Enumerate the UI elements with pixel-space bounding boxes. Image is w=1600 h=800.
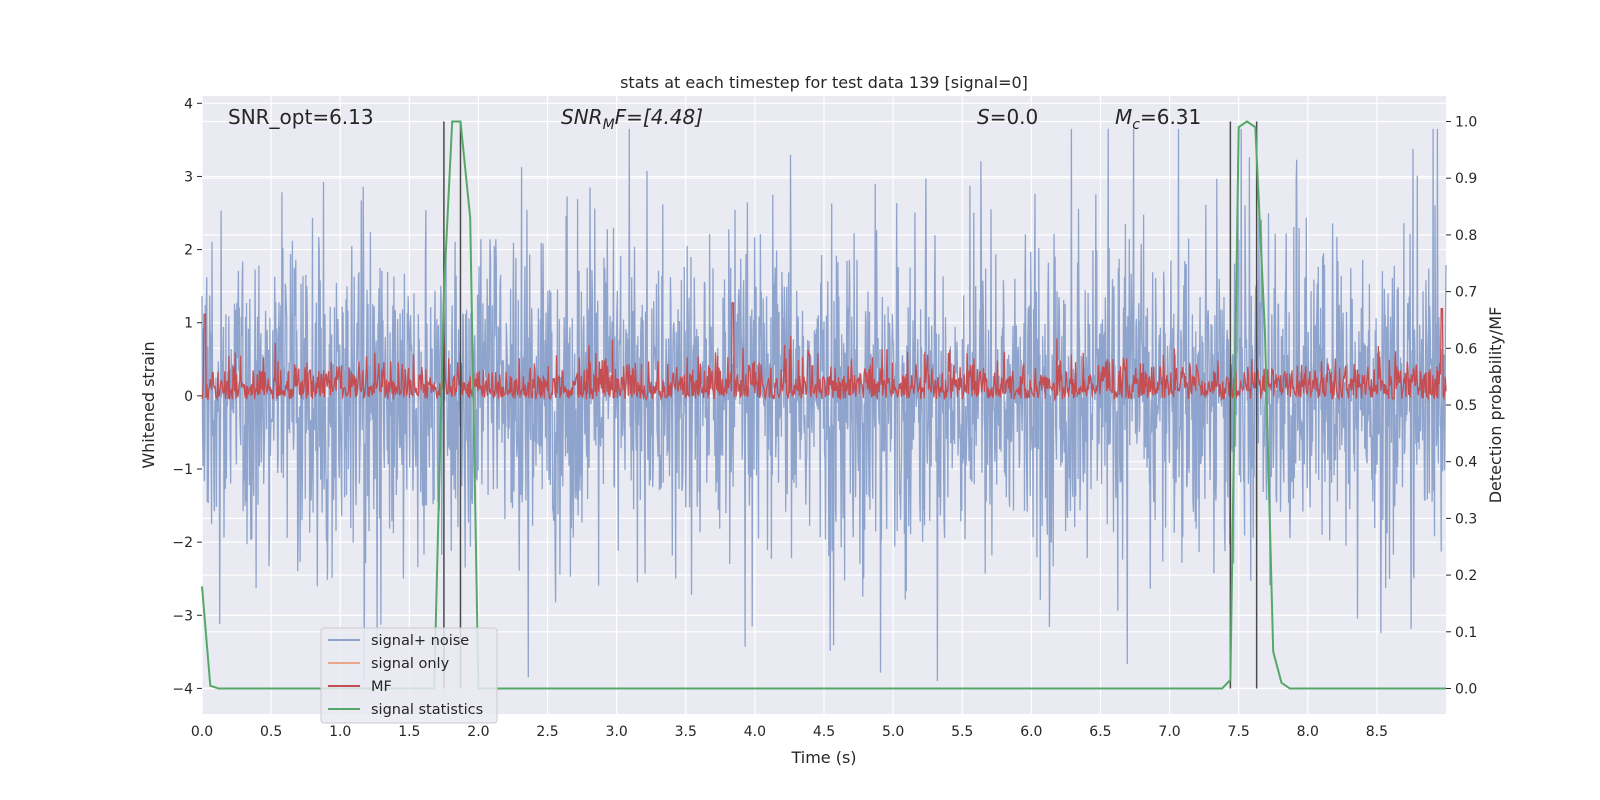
annotation-s: S=0.0 (977, 105, 1038, 129)
y-tick-label: 4 (184, 96, 193, 112)
mf-series (201, 302, 1447, 402)
signal-noise-series (201, 128, 1447, 682)
x-tick-label: 1.0 (329, 724, 351, 740)
legend-label-signal-only: signal only (371, 656, 450, 672)
x-tick-label: 1.5 (398, 724, 420, 740)
x-tick-label: 5.0 (882, 724, 904, 740)
y-tick-label: 2 (184, 243, 193, 259)
x-tick-label: 7.5 (1228, 724, 1250, 740)
x-tick-label: 4.0 (744, 724, 766, 740)
x-tick-label: 2.5 (536, 724, 558, 740)
chart-title: stats at each timestep for test data 139… (620, 73, 1028, 92)
signal-statistics-line (201, 120, 1446, 690)
signal-statistics-series (201, 120, 1446, 690)
legend-label-signal-noise: signal+ noise (371, 633, 469, 649)
y-tick-label: 3 (184, 169, 193, 185)
x-tick-label: 3.5 (675, 724, 697, 740)
x-tick-label: 5.5 (951, 724, 973, 740)
x-tick-label: 2.0 (467, 724, 489, 740)
x-tick-label: 7.0 (1158, 724, 1180, 740)
y2-axis-ticks: 1.0 0.9 0.8 0.7 0.6 0.5 0.4 0.3 0.2 0.1 0.0 (1446, 115, 1477, 697)
y-tick-label: −2 (172, 535, 193, 551)
y-axis-ticks: 4 3 2 1 0 −1 −2 −3 −4 (172, 96, 202, 697)
legend: signal+ noise signal only MF signal stat… (320, 627, 498, 724)
y-tick-label: 0 (184, 389, 193, 405)
y-tick-label: 1 (184, 316, 193, 332)
x-tick-label: 6.0 (1020, 724, 1042, 740)
x-tick-label: 8.0 (1297, 724, 1319, 740)
y-axis-label: Whitened strain (139, 341, 158, 468)
y2-tick-label: 0.0 (1455, 681, 1477, 697)
y-tick-label: −1 (172, 462, 193, 478)
legend-box (320, 627, 498, 724)
x-tick-label: 3.0 (606, 724, 628, 740)
y2-tick-label: 1.0 (1455, 115, 1477, 131)
y2-tick-label: 0.1 (1455, 625, 1477, 641)
y-tick-label: −3 (172, 608, 193, 624)
y2-tick-label: 0.5 (1455, 398, 1477, 414)
y2-tick-label: 0.9 (1455, 171, 1477, 187)
x-axis-ticks: 0.0 0.5 1.0 1.5 2.0 2.5 3.0 3.5 4.0 4.5 5.0 5.5 6.0 6… (191, 724, 1388, 740)
signal-noise-line (201, 128, 1447, 682)
y2-tick-label: 0.7 (1455, 285, 1477, 301)
x-tick-label: 0.5 (260, 724, 282, 740)
y2-tick-label: 0.6 (1455, 341, 1477, 357)
y2-axis-label: Detection probability/MF (1486, 307, 1505, 504)
annotation-snr-opt: SNR_opt=6.13 (228, 105, 374, 129)
x-axis-label: Time (s) (790, 748, 856, 767)
x-tick-label: 8.5 (1366, 724, 1388, 740)
x-tick-label: 4.5 (813, 724, 835, 740)
vertical-markers (443, 121, 1258, 689)
x-tick-label: 0.0 (191, 724, 213, 740)
legend-label-mf: MF (371, 679, 392, 695)
annotation-mc: Mc=6.31 (1115, 105, 1201, 133)
mf-line (201, 302, 1447, 402)
y2-tick-label: 0.8 (1455, 228, 1477, 244)
x-tick-label: 6.5 (1089, 724, 1111, 740)
y2-tick-label: 0.4 (1455, 455, 1477, 471)
annotation-snr-mf: SNRMF=[4.48] (561, 105, 703, 133)
y-tick-label: −4 (172, 681, 193, 697)
legend-label-signal-statistics: signal statistics (371, 702, 483, 718)
y2-tick-label: 0.2 (1455, 568, 1477, 584)
y2-tick-label: 0.3 (1455, 511, 1477, 527)
